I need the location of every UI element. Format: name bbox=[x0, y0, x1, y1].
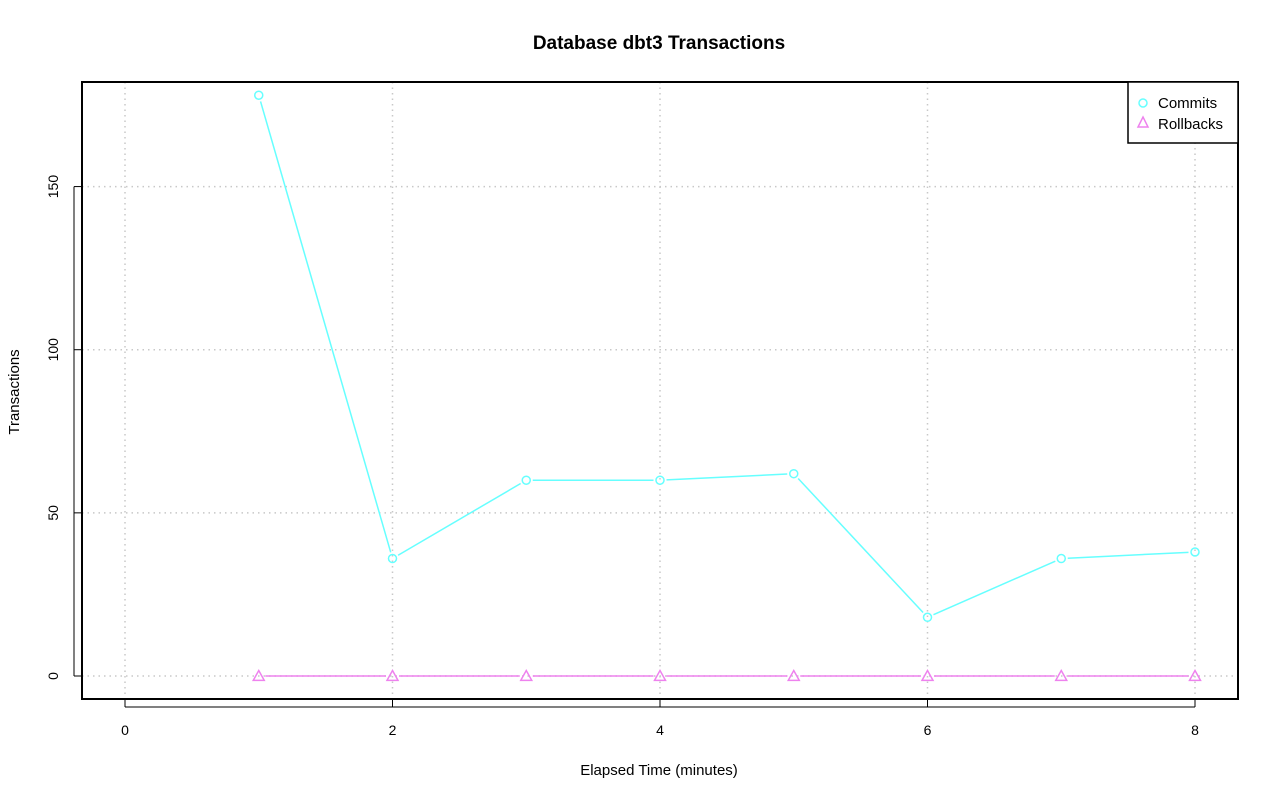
series-layer bbox=[251, 90, 1202, 682]
x-tick-label: 0 bbox=[121, 722, 129, 738]
x-tick-label: 2 bbox=[389, 722, 397, 738]
data-point bbox=[1190, 547, 1200, 557]
y-axis: 0 50 100 150 bbox=[45, 175, 82, 680]
y-tick-label: 150 bbox=[45, 175, 61, 199]
series-line-segment bbox=[259, 101, 392, 553]
series-line-segment bbox=[666, 473, 788, 481]
series-line-segment bbox=[397, 482, 522, 556]
grid bbox=[82, 82, 1238, 699]
x-tick-label: 4 bbox=[656, 722, 664, 738]
x-tick-label: 6 bbox=[924, 722, 932, 738]
data-point bbox=[922, 612, 933, 623]
data-point bbox=[521, 475, 531, 485]
y-axis-label: Transactions bbox=[6, 349, 23, 434]
data-point bbox=[254, 90, 264, 100]
data-point bbox=[1188, 668, 1202, 682]
legend-commits-marker bbox=[1138, 98, 1148, 108]
data-point bbox=[655, 475, 665, 485]
x-axis-label: Elapsed Time (minutes) bbox=[580, 762, 738, 779]
data-point bbox=[385, 668, 400, 682]
data-point bbox=[1054, 668, 1069, 682]
legend-rollbacks-marker bbox=[1136, 115, 1150, 128]
y-tick-label: 100 bbox=[45, 338, 61, 362]
series-rollbacks bbox=[251, 668, 1202, 682]
legend-rollbacks-label: Rollbacks bbox=[1158, 116, 1223, 133]
x-tick-label: 8 bbox=[1191, 722, 1199, 738]
series-line-segment bbox=[1067, 551, 1189, 559]
data-point bbox=[251, 668, 266, 682]
legend-box bbox=[1127, 81, 1239, 144]
data-point bbox=[653, 668, 667, 682]
data-point bbox=[789, 468, 799, 479]
y-tick-label: 50 bbox=[45, 505, 61, 521]
series-line-segment bbox=[797, 477, 924, 614]
chart-title: Database dbt3 Transactions bbox=[533, 33, 785, 54]
legend: Commits Rollbacks bbox=[1127, 81, 1239, 144]
data-point bbox=[519, 668, 534, 682]
data-point bbox=[786, 668, 801, 682]
series-commits bbox=[254, 90, 1200, 623]
data-point bbox=[920, 668, 935, 682]
legend-commits-label: Commits bbox=[1158, 95, 1217, 112]
x-axis: 0 2 4 6 8 bbox=[121, 699, 1199, 738]
data-point bbox=[1056, 553, 1066, 564]
series-line-segment bbox=[933, 560, 1056, 616]
y-tick-label: 0 bbox=[45, 672, 61, 680]
data-point bbox=[387, 553, 398, 564]
